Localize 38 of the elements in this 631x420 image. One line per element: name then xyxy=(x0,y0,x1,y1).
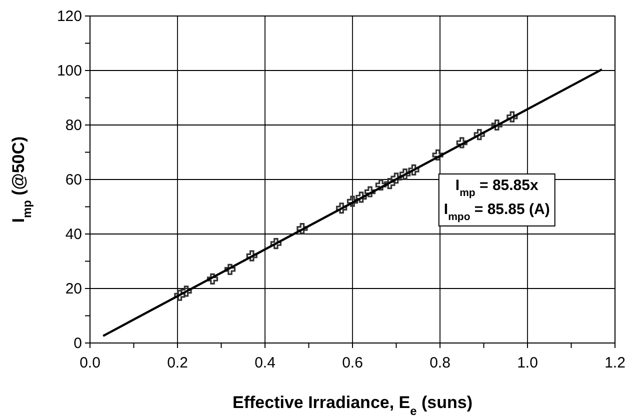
point xyxy=(364,186,376,198)
x-tick-label: 1.2 xyxy=(604,354,626,372)
y-tick-label: 20 xyxy=(65,280,82,298)
point xyxy=(296,223,308,234)
point xyxy=(491,119,502,131)
y-tick-label: 0 xyxy=(74,334,82,352)
annotation: I$_{mpo}$ = 85.85 (A) xyxy=(444,200,550,223)
point xyxy=(356,192,367,203)
point xyxy=(246,250,258,262)
point xyxy=(180,286,192,297)
point xyxy=(506,111,518,122)
point xyxy=(206,273,218,285)
x-tick-label: 0.8 xyxy=(430,354,450,372)
point xyxy=(224,264,236,275)
point xyxy=(336,202,348,214)
point xyxy=(270,238,282,250)
y-tick-label: 60 xyxy=(65,171,82,188)
x-tick-label: 1.0 xyxy=(517,354,538,372)
point xyxy=(456,137,468,148)
point xyxy=(384,178,396,190)
y-tick-label: 120 xyxy=(56,8,82,25)
x-tick-label: 0.4 xyxy=(254,354,276,372)
x-tick-label: 0.6 xyxy=(342,354,363,372)
annotation: I$_{mp}$ = 85.85x xyxy=(455,176,539,199)
point xyxy=(474,128,485,140)
point xyxy=(399,168,411,180)
point xyxy=(174,290,186,301)
y-tick-label: 80 xyxy=(65,116,82,134)
point xyxy=(390,172,402,184)
point xyxy=(346,196,358,207)
point xyxy=(408,164,420,176)
y-tick-label: 100 xyxy=(56,62,82,80)
x-tick-label: 0.2 xyxy=(167,354,188,372)
point xyxy=(432,149,444,161)
y-tick-label: 40 xyxy=(65,226,82,243)
point xyxy=(375,179,386,190)
x-axis-title: Effective Irradiance, E$_{e}$ (suns) xyxy=(232,393,472,418)
x-tick-label: 0.0 xyxy=(80,354,100,372)
